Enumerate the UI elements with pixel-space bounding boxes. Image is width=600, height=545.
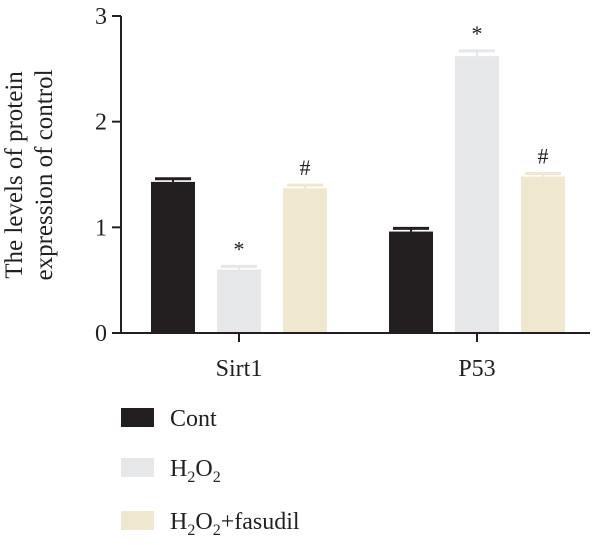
legend-swatch [121, 408, 154, 427]
legend-label-part: H [170, 456, 187, 482]
legend-label-subscript: 2 [187, 522, 195, 539]
legend-label: Cont [170, 406, 217, 432]
bar [217, 269, 261, 333]
legend-label-part: H [170, 509, 187, 535]
y-tick-label: 0 [95, 321, 107, 347]
legend-swatch [121, 511, 154, 530]
legend-label-part: O [195, 456, 212, 482]
y-axis-title: The levels of protein expression of contr… [1, 69, 58, 280]
y-axis-title-line: The levels of protein [1, 71, 28, 279]
legend-label-subscript: 2 [213, 522, 221, 539]
legend: Cont H2​O2​ H2​O2​+fasudil [121, 406, 300, 539]
legend-label: H2​O2​+fasudil [170, 509, 300, 539]
significance-mark: * [234, 236, 245, 261]
bar [455, 56, 499, 334]
legend-label-part: +fasudil [221, 509, 300, 535]
significance-mark: # [538, 143, 549, 168]
bar [283, 188, 327, 333]
legend-label-part: O [195, 509, 212, 535]
bar [151, 181, 195, 333]
axes: 0 1 2 3 Sirt1 P53 [95, 4, 590, 382]
y-axis-title-line: expression of control [31, 69, 58, 280]
bar [521, 176, 565, 333]
bar [389, 231, 433, 333]
legend-swatch [121, 458, 154, 477]
y-tick-label: 3 [95, 4, 107, 30]
significance-mark: * [472, 21, 483, 46]
legend-label-subscript: 2 [213, 469, 221, 486]
legend-label: H2​O2​ [170, 456, 221, 486]
bars: * # * # [151, 21, 565, 334]
significance-mark: # [300, 155, 311, 180]
y-tick-label: 1 [95, 215, 107, 241]
x-tick-label: P53 [458, 356, 495, 382]
x-tick-label: Sirt1 [216, 356, 263, 382]
y-tick-label: 2 [95, 110, 107, 136]
legend-label-subscript: 2 [187, 469, 195, 486]
y-axis-label: The levels of protein expression of contr… [1, 69, 58, 280]
